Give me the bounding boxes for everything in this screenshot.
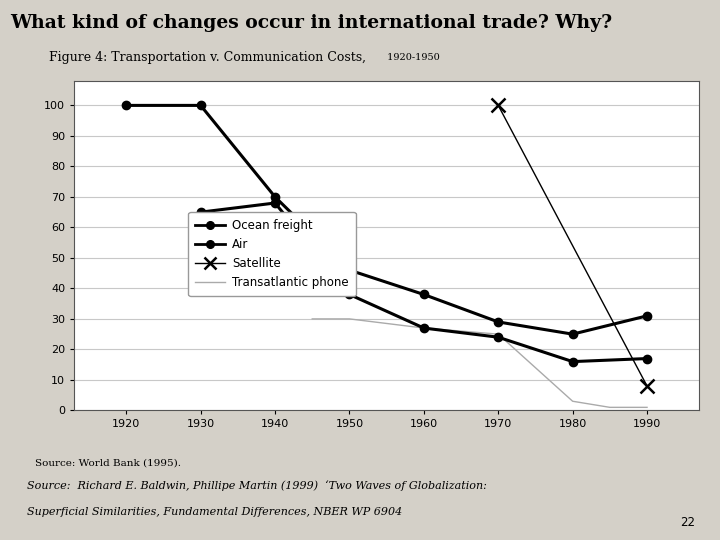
- Text: 1920-1950: 1920-1950: [384, 53, 439, 62]
- Text: 22: 22: [680, 516, 695, 529]
- Legend: Ocean freight, Air, Satellite, Transatlantic phone: Ocean freight, Air, Satellite, Transatla…: [189, 212, 356, 296]
- Text: What kind of changes occur in international trade? Why?: What kind of changes occur in internatio…: [10, 14, 612, 31]
- Text: Figure 4: Transportation v. Communication Costs,: Figure 4: Transportation v. Communicatio…: [49, 51, 366, 64]
- Text: Source: World Bank (1995).: Source: World Bank (1995).: [35, 458, 181, 467]
- Text: Source:  Richard E. Baldwin, Phillipe Martin (1999)  ‘Two Waves of Globalization: Source: Richard E. Baldwin, Phillipe Mar…: [27, 481, 487, 491]
- Text: Superficial Similarities, Fundamental Differences, NBER WP 6904: Superficial Similarities, Fundamental Di…: [27, 507, 402, 517]
